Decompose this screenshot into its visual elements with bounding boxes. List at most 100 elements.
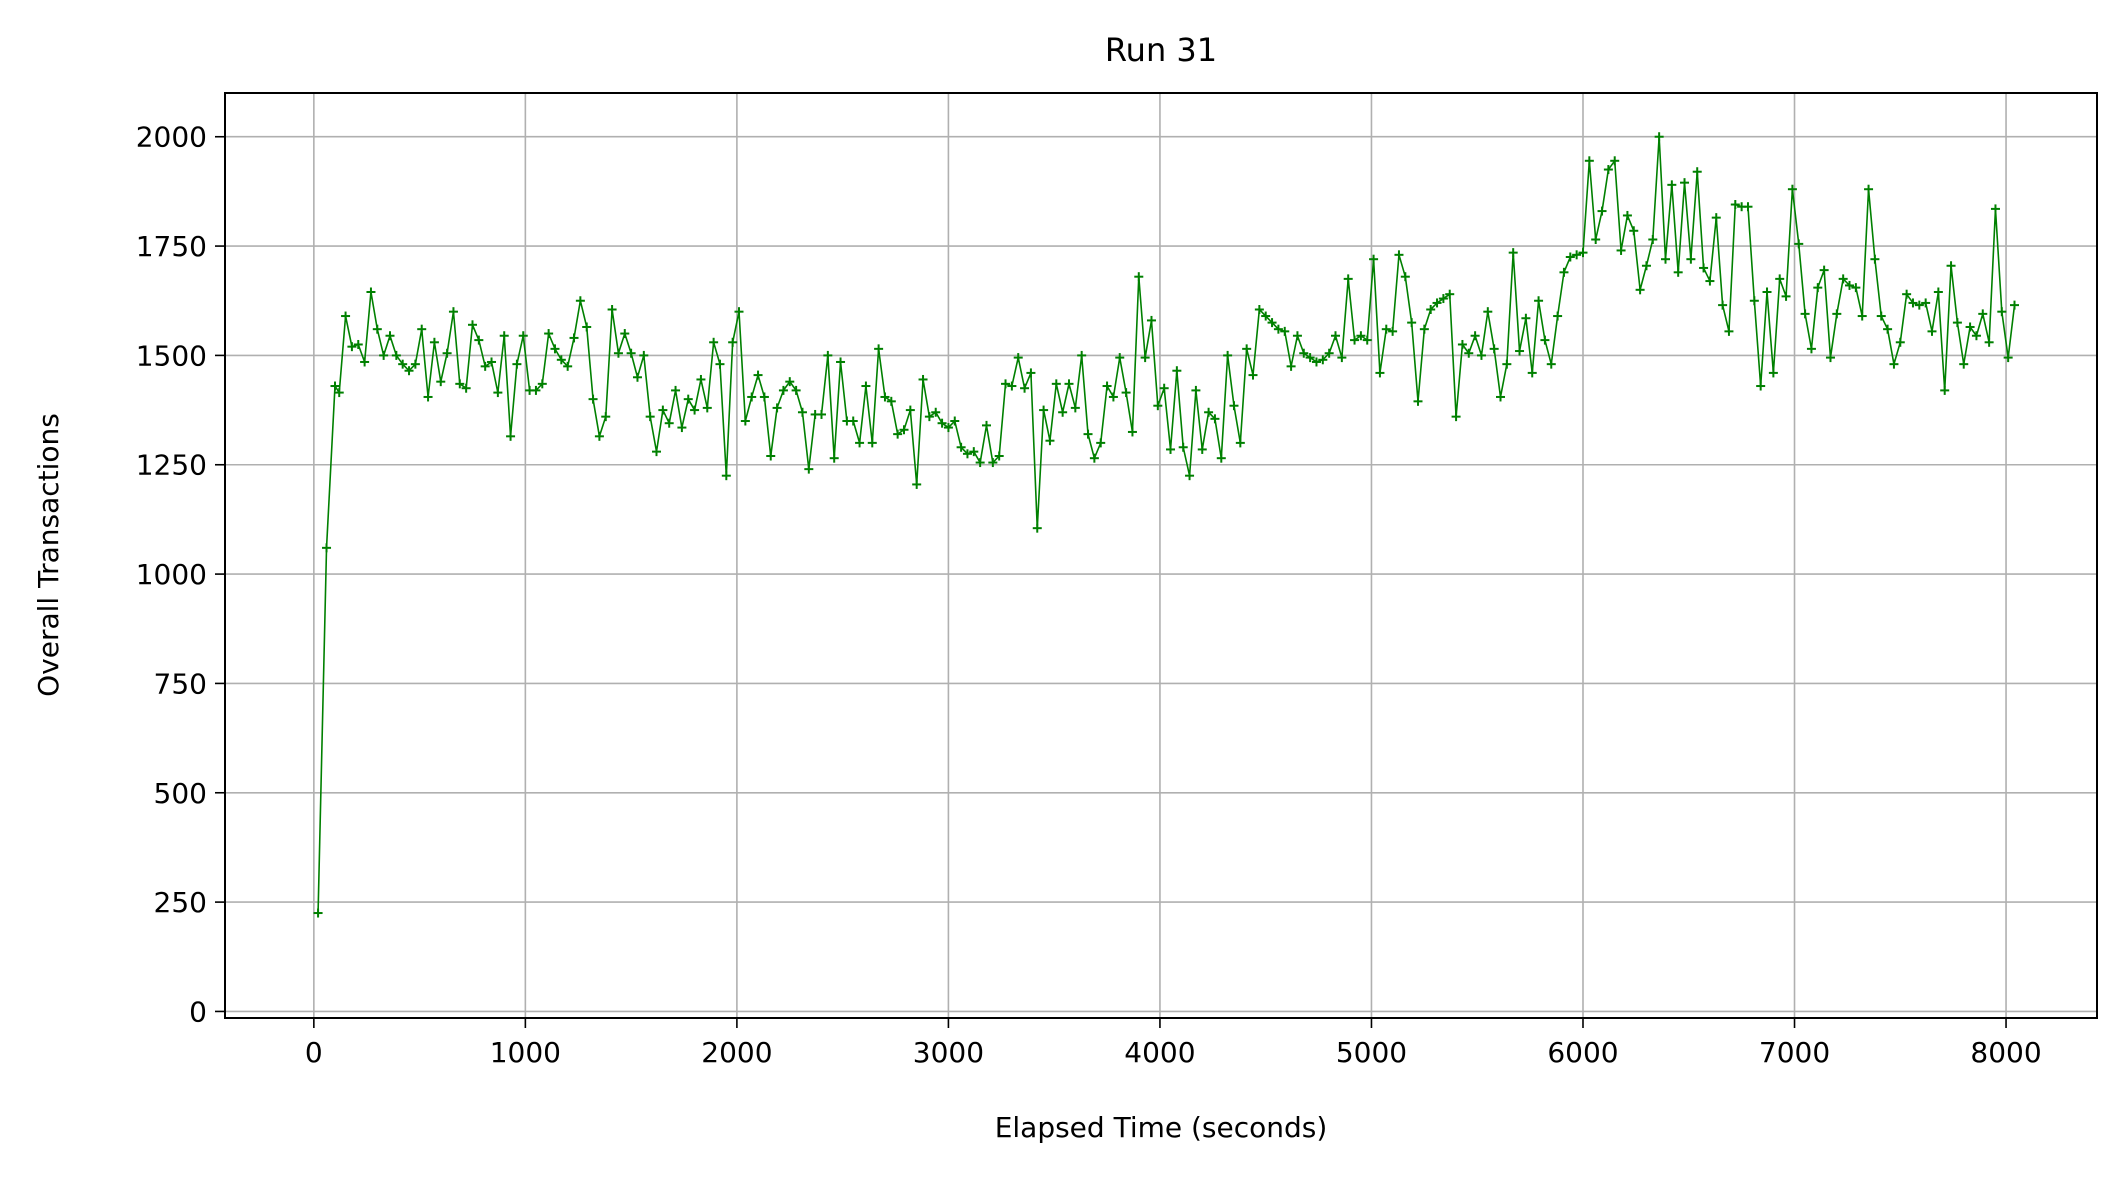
data-point-marker: [886, 396, 896, 406]
data-point-marker: [1331, 331, 1341, 341]
x-tick-label: 5000: [1336, 1036, 1407, 1069]
data-point-marker: [2003, 353, 2013, 363]
data-point-marker: [1730, 200, 1740, 210]
data-point-marker: [848, 416, 858, 426]
data-point-marker: [1235, 438, 1245, 448]
data-point-marker: [2010, 300, 2020, 310]
data-point-marker: [626, 348, 636, 358]
data-point-marker: [829, 453, 839, 463]
data-point-marker: [988, 458, 998, 468]
data-point-marker: [1756, 381, 1766, 391]
data-point-marker: [1261, 311, 1271, 321]
plot-area-frame: [224, 92, 2098, 1019]
x-tick-label: 6000: [1547, 1036, 1618, 1069]
data-point-marker: [1026, 368, 1036, 378]
data-point-marker: [1876, 311, 1886, 321]
data-point-marker: [1933, 287, 1943, 297]
data-point-marker: [734, 307, 744, 317]
data-point-marker: [1362, 335, 1372, 345]
data-point-marker: [823, 350, 833, 360]
data-point-marker: [1407, 318, 1417, 328]
data-point-marker: [518, 331, 528, 341]
data-point-marker: [791, 385, 801, 395]
data-point-marker: [1159, 383, 1169, 393]
data-point-marker: [1813, 283, 1823, 293]
data-point-marker: [1369, 254, 1379, 264]
data-point-marker: [436, 377, 446, 387]
data-point-marker: [1419, 324, 1429, 334]
data-point-marker: [1984, 337, 1994, 347]
data-point-marker: [728, 337, 738, 347]
data-point-marker: [1096, 438, 1106, 448]
data-point-marker: [1413, 396, 1423, 406]
data-point-marker: [671, 385, 681, 395]
data-point-marker: [385, 331, 395, 341]
data-point-marker: [1927, 326, 1937, 336]
data-point-marker: [1749, 296, 1759, 306]
data-point-marker: [1343, 274, 1353, 284]
data-point-marker: [1400, 272, 1410, 282]
data-point-marker: [1426, 304, 1436, 314]
data-point-marker: [1845, 280, 1855, 290]
data-point-marker: [1648, 235, 1658, 245]
data-point-marker: [1489, 344, 1499, 354]
data-point-marker: [709, 337, 719, 347]
data-point-marker: [1356, 331, 1366, 341]
data-point-marker: [1216, 453, 1226, 463]
data-point-marker: [981, 420, 991, 430]
x-tick-label: 1000: [490, 1036, 561, 1069]
data-point-marker: [1083, 429, 1093, 439]
data-point-marker: [379, 350, 389, 360]
data-point-marker: [582, 322, 592, 332]
data-point-marker: [1914, 300, 1924, 310]
y-axis-ticks: 0 250 500 750 1000 1250 1500 1750 2000: [136, 121, 225, 1028]
data-point-marker: [696, 374, 706, 384]
data-point-marker: [1870, 254, 1880, 264]
y-tick-label: 1250: [136, 449, 207, 482]
data-point-marker: [1616, 245, 1626, 255]
y-axis-label: Overall Transactions: [32, 413, 65, 697]
data-point-marker: [512, 359, 522, 369]
data-point-marker: [1318, 355, 1328, 365]
data-point-marker: [556, 355, 566, 365]
data-point-marker: [372, 324, 382, 334]
data-point-marker: [639, 350, 649, 360]
data-point-marker: [493, 388, 503, 398]
data-point-marker: [1273, 324, 1283, 334]
data-point-marker: [1020, 383, 1030, 393]
data-point-marker: [1457, 339, 1467, 349]
data-point-marker: [1781, 291, 1791, 301]
x-axis-ticks: 0 1000 2000 3000 4000 5000 6000 7000 8000: [305, 1018, 2042, 1069]
data-point-marker: [1039, 405, 1049, 415]
data-point-marker: [1381, 324, 1391, 334]
x-tick-label: 0: [305, 1036, 323, 1069]
data-point-marker: [1001, 379, 1011, 389]
data-point-marker: [1305, 353, 1315, 363]
data-point-marker: [1254, 304, 1264, 314]
data-point-marker: [1476, 350, 1486, 360]
data-point-marker: [1070, 403, 1080, 413]
data-point-marker: [1292, 331, 1302, 341]
data-point-marker: [1102, 381, 1112, 391]
data-point-marker: [1204, 407, 1214, 417]
data-point-marker: [1146, 315, 1156, 325]
data-point-marker: [1654, 132, 1664, 142]
data-point-marker: [1515, 346, 1525, 356]
data-point-marker: [937, 418, 947, 428]
y-tick-label: 2000: [136, 121, 207, 154]
data-point-marker: [905, 405, 915, 415]
y-tick-label: 1500: [136, 339, 207, 372]
data-point-marker: [1527, 368, 1537, 378]
data-point-marker: [766, 451, 776, 461]
data-point-marker: [956, 442, 966, 452]
data-point-marker: [1077, 350, 1087, 360]
data-point-marker: [778, 385, 788, 395]
data-point-marker: [330, 381, 340, 391]
data-point-marker: [1242, 344, 1252, 354]
y-tick-label: 250: [154, 886, 207, 919]
data-point-marker: [1286, 361, 1296, 371]
data-point-marker: [334, 388, 344, 398]
y-tick-label: 1000: [136, 558, 207, 591]
data-point-marker: [969, 447, 979, 457]
